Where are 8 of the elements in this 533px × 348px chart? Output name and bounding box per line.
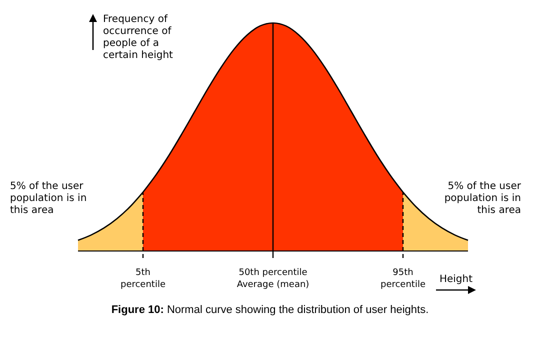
x-tick-label: 95th percentile — [380, 268, 426, 290]
x-tick-label: 50th percentile Average (mean) — [236, 268, 310, 290]
annotation: 5% of the user population is in this area — [444, 181, 522, 216]
y-axis-title: Frequency of occurrence of people of a certain height — [103, 14, 174, 61]
x-tick-label: 5th percentile — [120, 268, 166, 290]
annotation: 5% of the user population is in this area — [10, 181, 87, 216]
caption: Figure 10: Normal curve showing the distribution of user heights. — [111, 304, 429, 316]
x-axis-title: Height — [439, 274, 473, 285]
